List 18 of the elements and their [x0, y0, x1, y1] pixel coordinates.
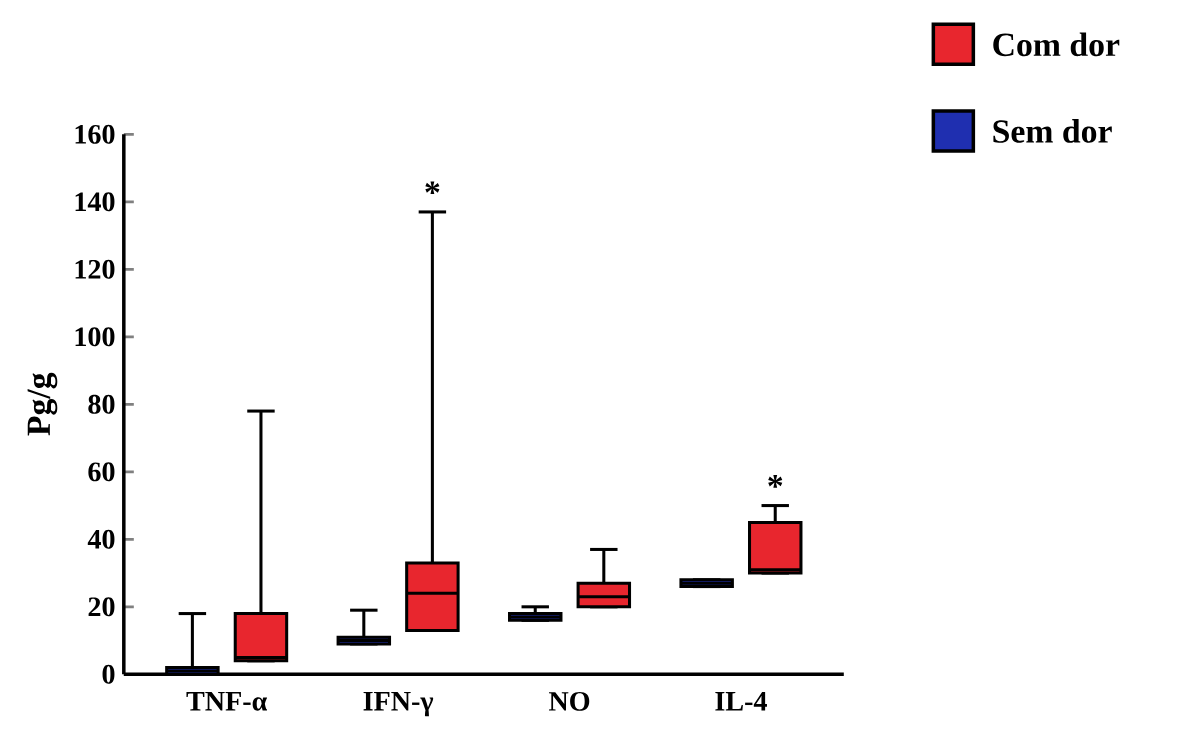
- y-tick-label: 100: [75, 327, 115, 347]
- annotation: *: [425, 181, 440, 195]
- y-axis-title: Pg/g: [27, 372, 58, 436]
- y-tick-label: 120: [75, 259, 115, 279]
- y-tick-label: 0: [102, 664, 115, 684]
- legend-label: Sem dor: [993, 119, 1112, 143]
- y-tick-label: 80: [88, 394, 115, 414]
- y-tick-label: 60: [88, 462, 115, 482]
- x-tick-label: TNF-α: [186, 691, 268, 711]
- y-tick-label: 140: [75, 192, 115, 212]
- x-tick-label: IL-4: [715, 691, 767, 711]
- y-tick-label: 160: [75, 124, 115, 144]
- x-tick-label: NO: [548, 691, 590, 711]
- y-tick-label: 20: [88, 597, 115, 617]
- legend-label: Com dor: [993, 32, 1120, 57]
- x-tick-label: IFN-γ: [363, 691, 434, 717]
- y-tick-label: 40: [87, 529, 115, 549]
- annotation: *: [768, 475, 783, 488]
